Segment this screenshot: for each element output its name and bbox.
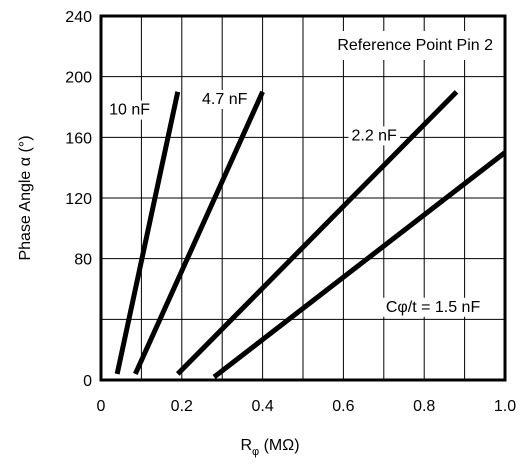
series-label: Cφ/t = 1.5 nF bbox=[386, 299, 481, 316]
series-label-background bbox=[199, 89, 251, 109]
series-line bbox=[212, 150, 507, 379]
y-tick-label: 160 bbox=[65, 130, 92, 147]
plot-frame bbox=[99, 14, 507, 382]
series-label-group: Cφ/t = 1.5 nF bbox=[382, 297, 484, 317]
series-label-layer: 10 nF 4.7 nF 2.2 nF Cφ/t = 1.5 nF bbox=[106, 89, 484, 317]
x-tick-label: 0.6 bbox=[332, 398, 354, 415]
series-layer bbox=[114, 90, 507, 379]
series-label-background bbox=[348, 126, 401, 146]
y-tick-label: 0 bbox=[83, 373, 92, 390]
x-axis-title-main: R bbox=[240, 437, 252, 454]
series-line bbox=[175, 90, 459, 376]
x-axis-title-subscript: φ bbox=[252, 446, 259, 458]
annotation-box-background bbox=[327, 31, 504, 60]
x-tick-label: 0 bbox=[97, 398, 106, 415]
series-label: 4.7 nF bbox=[202, 91, 248, 108]
annotation-box: Reference Point Pin 2 bbox=[327, 31, 504, 60]
series-label: 2.2 nF bbox=[351, 127, 397, 144]
x-tick-label: 0.2 bbox=[171, 398, 193, 415]
series-line bbox=[133, 90, 265, 375]
y-axis-title: Phase Angle α (°) bbox=[17, 135, 34, 260]
y-tick-label: 240 bbox=[65, 9, 92, 26]
annotation-text: Reference Point Pin 2 bbox=[337, 37, 493, 54]
series-label-group: 4.7 nF bbox=[199, 89, 251, 109]
series-line bbox=[114, 91, 181, 375]
series-label-background bbox=[382, 297, 484, 317]
y-tick-label: 200 bbox=[65, 70, 92, 87]
x-tick-label: 1.0 bbox=[494, 398, 516, 415]
series-label: 10 nF bbox=[109, 102, 150, 119]
series-label-group: 2.2 nF bbox=[348, 126, 401, 146]
x-axis-title: Rφ (MΩ) bbox=[240, 437, 299, 458]
x-axis-title-unit: (MΩ) bbox=[259, 437, 299, 454]
y-tick-label: 80 bbox=[74, 252, 92, 269]
x-tick-label: 0.4 bbox=[251, 398, 273, 415]
series-label-background bbox=[106, 100, 154, 120]
series-label-group: 10 nF bbox=[106, 100, 154, 120]
y-tick-label: 120 bbox=[65, 191, 92, 208]
grid-layer bbox=[101, 16, 505, 380]
x-tick-label: 0.8 bbox=[413, 398, 435, 415]
tick-label-layer: 0 0.2 0.4 0.6 0.8 1.0 0 80 120 160 200 240 bbox=[65, 9, 516, 415]
